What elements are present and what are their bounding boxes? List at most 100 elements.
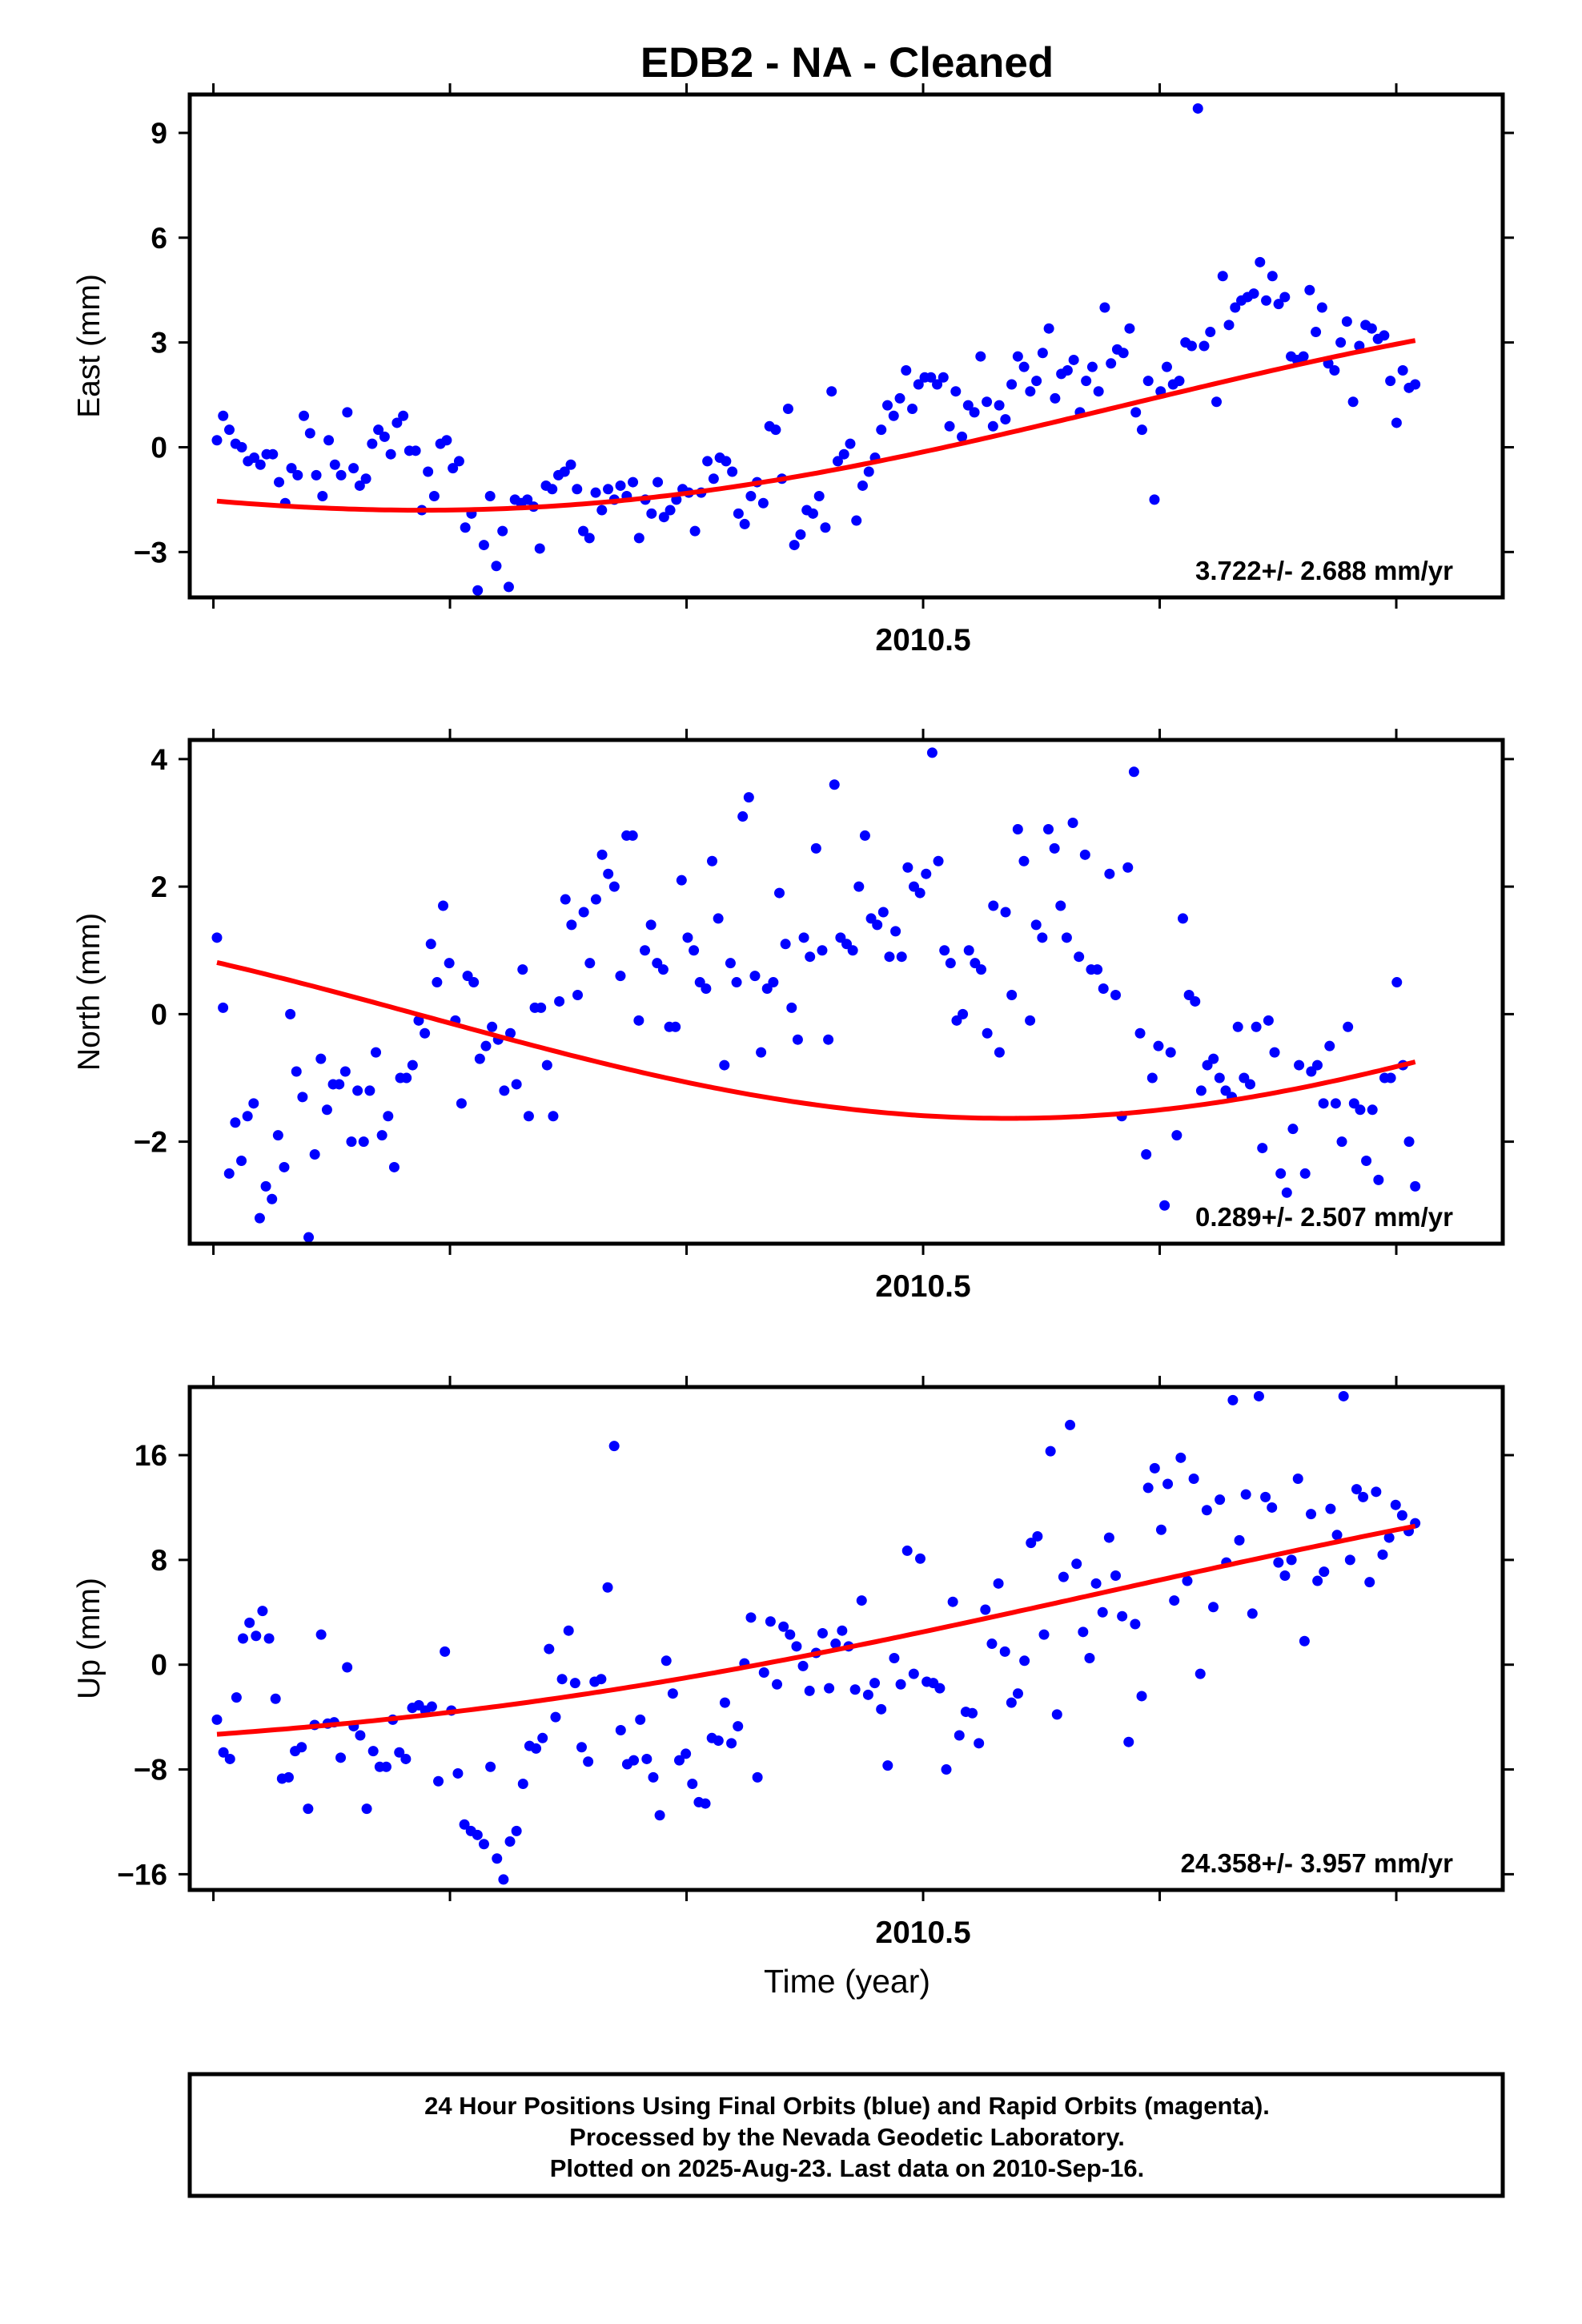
up-data-point: [1149, 1462, 1160, 1474]
figure-title: EDB2 - NA - Cleaned: [640, 39, 1054, 86]
up-data-point: [257, 1606, 268, 1617]
east-data-point: [286, 463, 297, 474]
east-data-point: [578, 525, 589, 537]
east-data-point: [1106, 358, 1117, 369]
north-data-point: [211, 932, 223, 943]
east-data-point: [1230, 302, 1241, 313]
north-data-point: [358, 1136, 369, 1148]
east-data-point: [1037, 348, 1048, 359]
north-data-point: [1165, 1047, 1176, 1058]
north-data-point: [425, 939, 436, 950]
east-data-point: [572, 484, 583, 495]
up-data-point: [1058, 1571, 1069, 1582]
north-y-tick-label: 2: [151, 870, 167, 903]
up-data-point: [380, 1761, 391, 1772]
east-data-point: [633, 533, 644, 544]
north-data-point: [1311, 1059, 1323, 1071]
up-data-point: [244, 1617, 255, 1628]
east-data-point: [329, 459, 340, 470]
east-data-point: [652, 476, 664, 488]
east-data-point: [913, 379, 924, 390]
north-data-point: [615, 971, 626, 982]
north-data-point: [1000, 907, 1011, 918]
east-data-point: [1255, 256, 1266, 267]
up-data-point: [1371, 1486, 1382, 1498]
north-data-point: [994, 1047, 1005, 1058]
east-data-point: [926, 372, 937, 383]
north-data-point: [376, 1130, 387, 1141]
north-data-point: [1355, 1104, 1366, 1116]
east-data-point: [665, 505, 676, 516]
north-data-point: [627, 830, 638, 841]
east-data-point: [795, 529, 806, 540]
north-data-point: [438, 900, 449, 911]
north-data-point: [1098, 983, 1109, 995]
up-data-point: [504, 1835, 516, 1847]
north-data-point: [877, 907, 889, 918]
up-data-point: [1130, 1618, 1141, 1630]
north-data-point: [1195, 1085, 1207, 1096]
north-data-point: [1208, 1053, 1219, 1064]
north-data-point: [725, 958, 736, 969]
east-data-point: [863, 466, 874, 477]
up-model-curve: [216, 1523, 1416, 1737]
east-data-point: [1335, 337, 1347, 348]
east-data-point: [838, 448, 849, 460]
east-data-point: [969, 407, 980, 418]
north-data-point: [230, 1117, 241, 1128]
east-data-point: [1261, 295, 1272, 306]
up-data-point: [426, 1701, 437, 1712]
east-data-point: [628, 476, 639, 488]
north-data-point: [584, 958, 596, 969]
east-data-point: [845, 438, 856, 449]
north-data-point: [1263, 1015, 1274, 1026]
up-data-point: [1175, 1452, 1186, 1463]
up-data-point: [303, 1803, 314, 1815]
up-data-point: [394, 1747, 405, 1758]
east-y-tick-label: 0: [151, 431, 167, 464]
up-data-point: [1390, 1499, 1401, 1510]
up-data-point: [1051, 1709, 1062, 1720]
north-data-point: [1299, 1168, 1311, 1179]
east-data-point: [497, 525, 508, 537]
north-data-point: [371, 1047, 382, 1058]
up-data-point: [1319, 1566, 1330, 1578]
up-data-point: [596, 1674, 607, 1685]
north-data-point: [1061, 932, 1072, 943]
north-data-point: [1251, 1021, 1262, 1032]
north-data-point: [884, 951, 895, 963]
north-y-tick-label: −2: [134, 1126, 167, 1159]
east-data-point: [367, 438, 378, 449]
north-data-point: [939, 945, 950, 956]
east-data-point: [975, 351, 986, 362]
north-data-point: [352, 1085, 363, 1096]
up-data-point: [602, 1582, 613, 1593]
north-data-point: [847, 945, 858, 956]
up-data-point: [785, 1629, 796, 1640]
footer-line-3: Plotted on 2025-Aug-23. Last data on 201…: [550, 2154, 1144, 2182]
north-data-point: [737, 811, 749, 822]
north-data-point: [1074, 951, 1085, 963]
north-ytick-labels: −2 0 2 4: [134, 743, 168, 1159]
up-data-point: [615, 1724, 626, 1735]
east-data-point: [1136, 424, 1147, 436]
east-data-point: [901, 365, 912, 376]
north-data-point: [1146, 1072, 1158, 1084]
east-data-point: [907, 404, 918, 414]
north-data-point: [1153, 1040, 1164, 1051]
north-data-point: [596, 849, 608, 860]
east-data-point: [391, 417, 403, 428]
up-data-point: [498, 1874, 509, 1885]
up-data-point: [895, 1679, 906, 1690]
north-data-point: [1343, 1021, 1354, 1032]
north-data-point: [1104, 868, 1115, 879]
up-data-point: [999, 1646, 1010, 1657]
east-data-point: [615, 480, 626, 491]
up-data-point: [452, 1767, 464, 1779]
north-data-point: [1294, 1059, 1305, 1071]
north-data-point: [236, 1155, 247, 1166]
north-data-point: [872, 919, 883, 931]
north-data-point: [1214, 1072, 1225, 1084]
up-data-point: [433, 1775, 444, 1787]
east-data-point: [739, 518, 750, 529]
